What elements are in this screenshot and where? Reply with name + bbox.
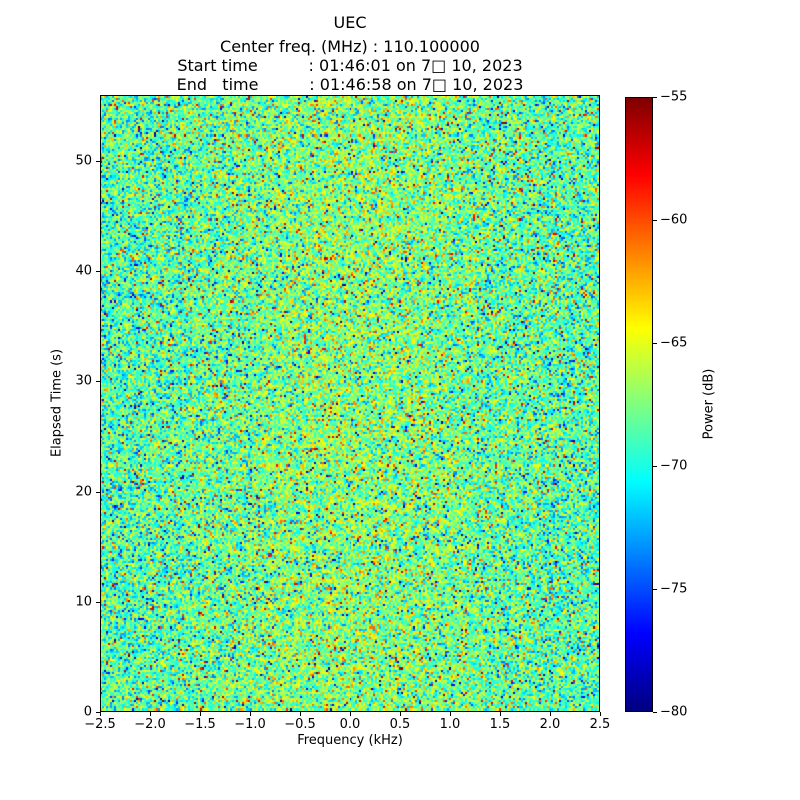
x-tick-mark — [250, 712, 251, 716]
y-axis-label: Elapsed Time (s) — [49, 348, 65, 458]
colorbar-tick-label: −70 — [660, 458, 688, 474]
x-tick-mark — [400, 712, 401, 716]
heatmap-canvas — [101, 96, 599, 711]
x-tick-mark — [200, 712, 201, 716]
colorbar-tick-mark — [653, 97, 657, 98]
x-tick-mark — [150, 712, 151, 716]
y-tick-mark — [96, 712, 100, 713]
colorbar-label: Power (dB) — [701, 368, 717, 440]
colorbar-tick-label: −65 — [660, 335, 688, 351]
x-tick-label: 0.5 — [389, 717, 411, 732]
x-tick-label: 0.0 — [339, 717, 361, 732]
colorbar-tick-label: −75 — [660, 581, 688, 597]
x-axis-label: Frequency (kHz) — [297, 733, 403, 748]
colorbar-tick-label: −80 — [660, 704, 688, 720]
x-tick-label: −0.5 — [284, 717, 316, 732]
colorbar-tick-mark — [653, 712, 657, 713]
x-tick-label: −2.0 — [134, 717, 166, 732]
info-line-start-time: Start time : 01:46:01 on 7□ 10, 2023 — [177, 56, 523, 75]
x-tick-mark — [550, 712, 551, 716]
y-tick-label: 30 — [75, 373, 92, 389]
colorbar-tick-label: −60 — [660, 212, 688, 228]
y-tick-mark — [96, 601, 100, 603]
x-tick-label: 1.5 — [489, 717, 511, 732]
y-tick-label: 40 — [75, 263, 92, 279]
y-tick-label: 20 — [75, 484, 92, 500]
x-tick-mark — [600, 712, 601, 716]
x-tick-mark — [100, 712, 101, 716]
colorbar-tick-label: −55 — [660, 89, 688, 105]
y-tick-label: 10 — [75, 594, 92, 610]
y-tick-mark — [96, 381, 100, 383]
x-tick-label: 2.5 — [589, 717, 611, 732]
colorbar-tick-mark — [653, 220, 657, 221]
x-tick-label: −2.5 — [84, 717, 116, 732]
colorbar-tick-mark — [653, 343, 657, 344]
spectrogram-plot-area — [100, 95, 600, 712]
info-line-end-time: End time : 01:46:58 on 7□ 10, 2023 — [176, 75, 524, 94]
colorbar-tick-mark — [653, 466, 657, 467]
y-tick-label: 50 — [75, 153, 92, 169]
colorbar — [625, 97, 653, 712]
x-tick-mark — [300, 712, 301, 716]
y-tick-mark — [96, 161, 100, 163]
x-tick-mark — [450, 712, 451, 716]
x-tick-label: −1.0 — [234, 717, 266, 732]
y-tick-mark — [96, 491, 100, 493]
x-tick-label: 1.0 — [439, 717, 461, 732]
title-info-block: Center freq. (MHz) : 110.100000 Start ti… — [100, 37, 600, 94]
y-tick-label: 0 — [83, 704, 92, 720]
colorbar-canvas — [626, 98, 652, 711]
y-tick-mark — [96, 271, 100, 273]
x-tick-label: −1.5 — [184, 717, 216, 732]
x-tick-mark — [500, 712, 501, 716]
x-tick-label: 2.0 — [539, 717, 561, 732]
chart-title: UEC — [333, 13, 367, 32]
info-line-center-freq: Center freq. (MHz) : 110.100000 — [220, 37, 480, 56]
x-tick-mark — [350, 712, 351, 716]
colorbar-tick-mark — [653, 589, 657, 590]
